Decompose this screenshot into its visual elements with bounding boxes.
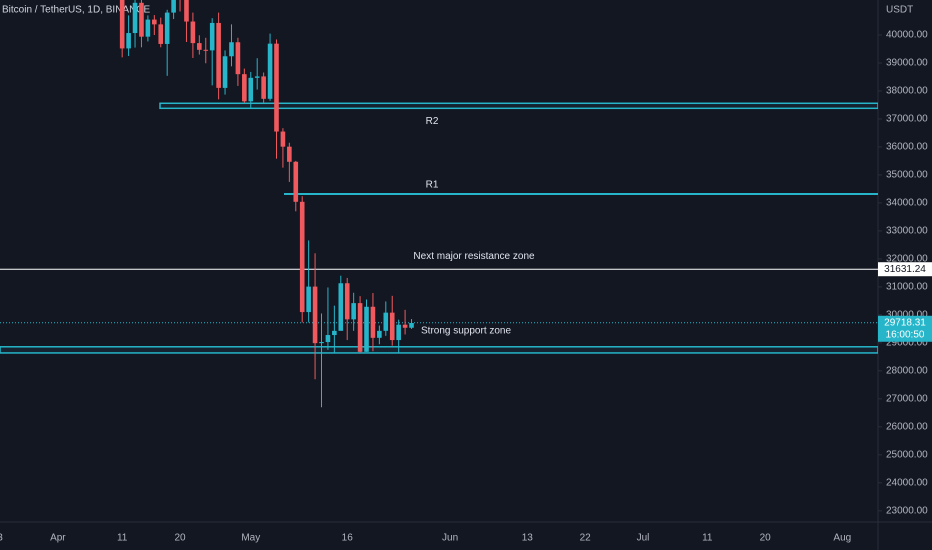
candle-body — [158, 24, 164, 44]
candle-body — [235, 42, 241, 75]
level-label: R1 — [426, 180, 439, 191]
x-tick-label: Jul — [637, 533, 650, 544]
candle-body — [370, 306, 376, 338]
x-tick-label: 20 — [760, 533, 772, 544]
y-tick-label: 31000.00 — [886, 282, 928, 293]
y-tick-label: 39000.00 — [886, 58, 928, 69]
x-tick-label: Jun — [442, 533, 458, 544]
countdown: 16:00:50 — [886, 329, 925, 340]
candle-body — [203, 49, 209, 51]
candle-body — [287, 146, 292, 162]
candle-body — [209, 22, 215, 51]
candle-body — [222, 56, 228, 88]
candle-body — [216, 22, 221, 88]
candle-body — [383, 312, 389, 331]
candle-body — [139, 2, 144, 37]
candle-body — [274, 43, 279, 132]
y-tick-label: 32000.00 — [886, 254, 928, 265]
x-tick-label: Aug — [833, 533, 851, 544]
candle-body — [409, 322, 414, 328]
candle-body — [132, 2, 138, 34]
candle-body — [351, 303, 356, 320]
y-tick-label: 37000.00 — [886, 114, 928, 125]
candle-body — [325, 335, 331, 343]
candle-body — [119, 0, 125, 49]
candle-body — [332, 330, 337, 336]
x-tick-label: 3 — [0, 533, 3, 544]
candle-body — [152, 19, 157, 25]
x-tick-label: 20 — [174, 533, 186, 544]
y-tick-label: 26000.00 — [886, 421, 928, 432]
x-tick-label: 11 — [702, 533, 713, 544]
candle-body — [267, 43, 273, 99]
x-tick-label: Apr — [50, 533, 66, 544]
zone-label: Strong support zone — [421, 325, 511, 336]
candle-body — [319, 342, 324, 344]
candle-body — [145, 19, 151, 37]
x-tick-label: 13 — [522, 533, 534, 544]
candle-body — [184, 0, 189, 22]
y-tick-label: 27000.00 — [886, 393, 928, 404]
candle-body — [280, 131, 286, 147]
candle-body — [248, 77, 254, 102]
candle-body — [293, 161, 299, 202]
plot — [0, 0, 878, 408]
candle-body — [357, 303, 363, 352]
candle-body — [190, 21, 196, 44]
y-axis-label: USDT — [886, 5, 913, 16]
last-price-label: 29718.31 — [884, 317, 926, 328]
y-tick-label: 33000.00 — [886, 226, 928, 237]
y-tick-label: 30000.00 — [886, 310, 928, 321]
candle-body — [261, 76, 266, 99]
candle-body — [396, 324, 401, 341]
candle-body — [338, 283, 344, 331]
x-tick-label: 16 — [342, 533, 354, 544]
y-tick-label: 40000.00 — [886, 30, 928, 41]
y-tick-label: 23000.00 — [886, 505, 928, 516]
zone — [0, 346, 878, 354]
candle-body — [242, 74, 247, 102]
candle-body — [402, 324, 408, 328]
candle-body — [254, 76, 260, 78]
zone — [159, 102, 878, 110]
y-tick-label: 29000.00 — [886, 338, 928, 349]
x-tick-label: 22 — [580, 533, 592, 544]
y-tick-label: 34000.00 — [886, 198, 928, 209]
candle-body — [164, 12, 170, 44]
y-tick-label: 38000.00 — [886, 86, 928, 97]
candle-body — [126, 33, 131, 49]
last-price-box — [878, 315, 932, 342]
chart-title: Bitcoin / TetherUS, 1D, BINANCE — [2, 5, 151, 16]
candle-body — [229, 42, 234, 57]
price-label: 31631.24 — [884, 264, 926, 275]
candle-body — [389, 312, 395, 341]
candle-body — [364, 306, 369, 352]
zone-label: R2 — [426, 116, 439, 127]
y-tick-label: 25000.00 — [886, 449, 928, 460]
y-tick-label: 36000.00 — [886, 142, 928, 153]
candle-body — [312, 286, 318, 344]
candle-body — [197, 43, 202, 50]
x-tick-label: 11 — [117, 533, 128, 544]
candle-body — [171, 0, 176, 13]
candle-body — [306, 286, 311, 313]
price-label-box — [878, 262, 932, 277]
y-tick-label: 28000.00 — [886, 365, 928, 376]
candle-body — [377, 330, 382, 338]
level-label: Next major resistance zone — [413, 251, 535, 262]
x-tick-label: May — [241, 533, 260, 544]
candle-body — [344, 283, 350, 320]
candle-body — [299, 201, 305, 313]
y-tick-label: 24000.00 — [886, 477, 928, 488]
y-tick-label: 35000.00 — [886, 170, 928, 181]
